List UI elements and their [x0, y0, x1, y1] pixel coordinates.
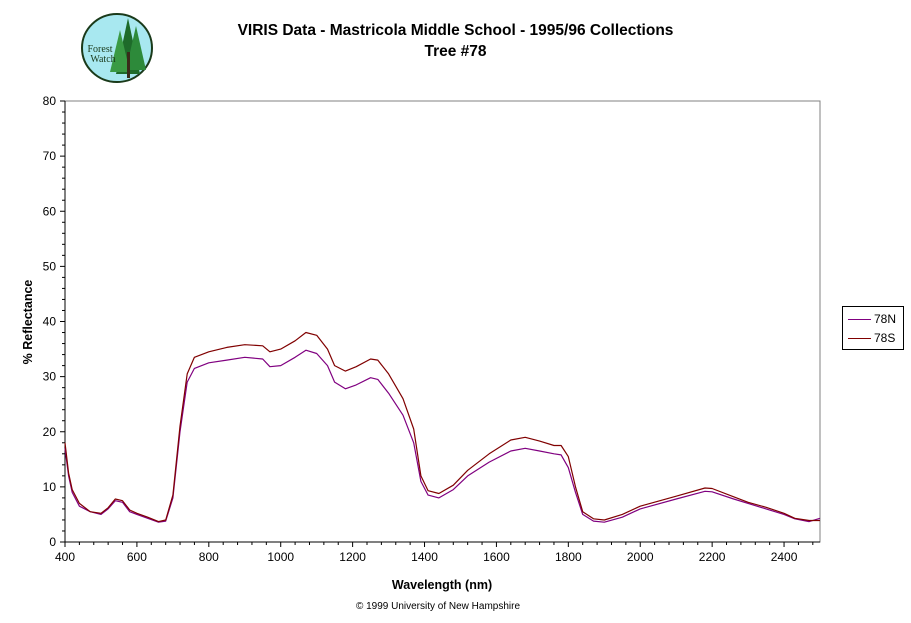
chart-title: VIRIS Data - Mastricola Middle School - …	[237, 22, 674, 39]
legend-item-78n: 78N	[843, 310, 903, 328]
y-tick-label: 80	[43, 94, 57, 108]
x-tick-label: 2000	[627, 550, 654, 564]
logo-text-forest: Forest	[88, 44, 113, 55]
y-tick-label: 40	[43, 315, 57, 329]
y-tick-label: 0	[49, 535, 56, 549]
y-tick-label: 50	[43, 259, 57, 273]
plot-area	[64, 100, 821, 543]
y-tick-label: 60	[43, 204, 57, 218]
legend-label-78n: 78N	[874, 312, 897, 326]
x-tick-label: 1000	[267, 550, 294, 564]
series-line-78s	[64, 331, 820, 523]
y-axis: 0 10 20 30 40 50 60 70 80	[43, 94, 66, 549]
y-axis-title: % Reflectance	[21, 280, 35, 365]
x-tick-label: 600	[127, 550, 147, 564]
copyright-notice: © 1999 University of New Hampshire	[355, 601, 521, 612]
y-tick-label: 20	[43, 425, 57, 439]
series-group	[64, 331, 821, 523]
x-tick-label: 1200	[339, 550, 366, 564]
x-tick-label: 2200	[699, 550, 726, 564]
x-tick-label: 1800	[555, 550, 582, 564]
legend-swatch-78n	[848, 319, 871, 320]
y-tick-label: 70	[43, 149, 57, 163]
legend-swatch-78s	[848, 338, 871, 339]
chart-subtitle: Tree #78	[424, 43, 487, 60]
legend-label-78s: 78S	[874, 331, 896, 345]
forest-watch-logo: Forest Watch	[81, 13, 153, 83]
x-tick-label: 1600	[483, 550, 510, 564]
series-line-78n	[64, 349, 821, 523]
y-tick-label: 30	[43, 370, 57, 384]
x-axis: 400 600 800 1000 1200 1400 1600 1800 2000 2200 240…	[55, 541, 820, 564]
x-axis-title: Wavelength (nm)	[392, 578, 492, 592]
logo-text-watch: Watch	[90, 54, 115, 65]
x-tick-label: 2400	[771, 550, 798, 564]
y-tick-label: 10	[43, 480, 57, 494]
x-tick-label: 400	[55, 550, 75, 564]
plot-frame	[64, 100, 821, 543]
x-tick-label: 800	[199, 550, 219, 564]
legend: 78N 78S	[842, 306, 904, 350]
legend-item-78s: 78S	[843, 329, 903, 347]
x-tick-label: 1400	[411, 550, 438, 564]
